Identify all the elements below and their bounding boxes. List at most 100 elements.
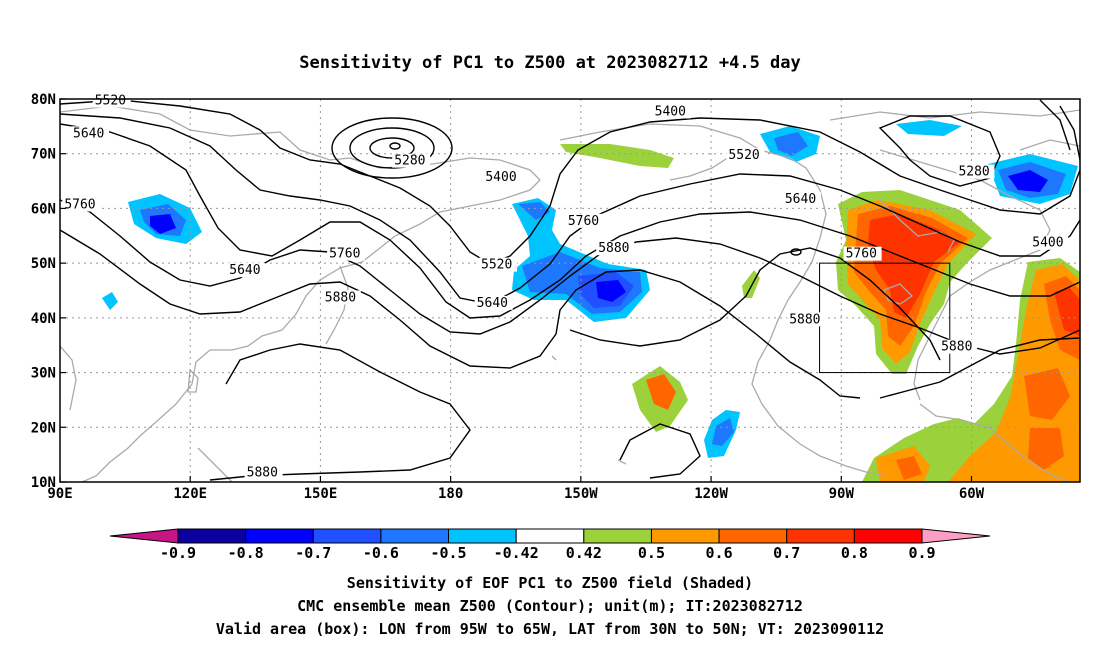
contour-label-bg [227, 263, 266, 278]
colorbar-segment [786, 528, 855, 544]
grid-lines [60, 99, 1080, 482]
map-frame [59, 98, 1081, 483]
contour-labels: 5520 5640 5760 5640 5760 5880 5280 5400 5520 5640… [62, 93, 1069, 481]
colorbar-segment [448, 528, 517, 544]
negative-sensitivity-area [712, 418, 734, 446]
lat-tick-label: 50N [31, 256, 56, 272]
contour-label: 5640 [73, 126, 104, 141]
positive-sensitivity-area [896, 456, 922, 480]
negative-sensitivity-area [102, 292, 118, 310]
contour-label-bg [392, 153, 431, 168]
lon-tick-label: 90W [829, 486, 855, 502]
colorbar-label: -0.6 [363, 544, 399, 562]
contour-label: 5400 [485, 170, 516, 185]
colorbar-segment [245, 528, 314, 544]
positive-sensitivity-area [1024, 368, 1070, 420]
contour-label: 5520 [728, 148, 759, 163]
contour-label-bg [787, 312, 826, 327]
contour-line [60, 199, 1080, 355]
contour-label: 5640 [229, 263, 260, 278]
colorbar-label: 0.7 [773, 544, 800, 562]
positive-sensitivity-area [1054, 288, 1080, 336]
contour-label: 5760 [64, 197, 95, 212]
coastline [879, 199, 955, 253]
contour-label-bg [92, 93, 131, 108]
contour-line [1059, 105, 1080, 161]
lon-tick-label: 120W [694, 486, 728, 502]
colorbar-label: -0.9 [160, 544, 196, 562]
contour-line [331, 117, 453, 179]
contour-label-bg [726, 148, 765, 163]
contour-line [790, 248, 802, 256]
lon-tick-label: 150W [564, 486, 598, 502]
positive-sensitivity-area [1028, 428, 1064, 470]
z500-contours [60, 99, 1080, 481]
colorbar-segment [177, 528, 247, 544]
coastline [60, 105, 541, 181]
colorbar-label: 0.5 [638, 544, 665, 562]
coastline [883, 283, 914, 305]
contour-label: 5280 [958, 165, 989, 180]
colorbar-segment [312, 528, 382, 544]
positive-sensitivity-area [948, 264, 1080, 482]
coastline [551, 355, 557, 361]
contour-label: 5640 [477, 296, 508, 311]
colorbar: -0.9 -0.8 -0.7 -0.6 -0.5 -0.42 0.42 0.5 0.6 0.7 0.… [109, 528, 991, 562]
positive-sensitivity-area [560, 144, 674, 168]
positive-sensitivity-area [868, 214, 960, 318]
contour-label: 5520 [481, 258, 512, 273]
contour-label-bg [479, 257, 518, 272]
coastline [559, 123, 887, 477]
colorbar-label: -0.5 [430, 544, 466, 562]
contour-line [60, 123, 1080, 319]
colorbar-low-arrow [109, 528, 179, 544]
lon-tick-label: 60W [959, 486, 985, 502]
colorbar-label: 0.8 [841, 544, 868, 562]
negative-sensitivity-area [896, 120, 962, 136]
contour-line [569, 247, 941, 361]
colorbar-label: 0.6 [706, 544, 733, 562]
contour-label-bg [939, 339, 978, 354]
coastline [325, 265, 349, 345]
coastline [919, 403, 1071, 482]
contour-line [389, 142, 401, 150]
colorbar-segment [583, 528, 652, 544]
colorbar-label: -0.8 [228, 544, 264, 562]
coastline [197, 447, 233, 482]
coastline [617, 459, 627, 465]
colorbar-label: -0.42 [494, 544, 539, 562]
contour-label: 5520 [95, 93, 126, 108]
contour-label: 5640 [785, 192, 816, 207]
contour-label-bg [322, 290, 361, 305]
lat-tick-label: 70N [31, 147, 56, 163]
contour-label: 5400 [1032, 236, 1063, 251]
contour-line [879, 337, 1080, 399]
contour-label-bg [596, 241, 635, 256]
lat-tick-label: 30N [31, 366, 56, 382]
contour-label-bg [843, 246, 882, 261]
contour-label: 5880 [941, 340, 972, 355]
contour-label-bg [565, 213, 604, 228]
colorbar-label: 0.9 [908, 544, 935, 562]
contour-label: 5880 [789, 312, 820, 327]
contour-label-bg [1030, 235, 1069, 250]
contour-label: 5760 [329, 247, 360, 262]
contour-label-bg [62, 197, 101, 212]
colorbar-high-arrow [921, 528, 991, 544]
contour-label-bg [244, 465, 283, 480]
contour-label: 5760 [568, 214, 599, 229]
footer-line-3: Valid area (box): LON from 95W to 65W, L… [216, 620, 884, 638]
latitude-axis: 80N 70N 60N 50N 40N 30N 20N 10N [31, 92, 66, 491]
contour-label: 5880 [247, 466, 278, 481]
footer-line-2: CMC ensemble mean Z500 (Contour); unit(m… [297, 597, 803, 615]
negative-sensitivity-area [150, 214, 176, 234]
lat-tick-label: 40N [31, 311, 56, 327]
lat-tick-label: 20N [31, 420, 56, 436]
contour-label-bg [327, 246, 366, 261]
positive-sensitivity-area [646, 374, 676, 410]
negative-sensitivity-area [1008, 170, 1048, 192]
lon-tick-label: 180 [438, 486, 463, 502]
contour-label-bg [652, 104, 691, 119]
colorbar-segment [718, 528, 788, 544]
